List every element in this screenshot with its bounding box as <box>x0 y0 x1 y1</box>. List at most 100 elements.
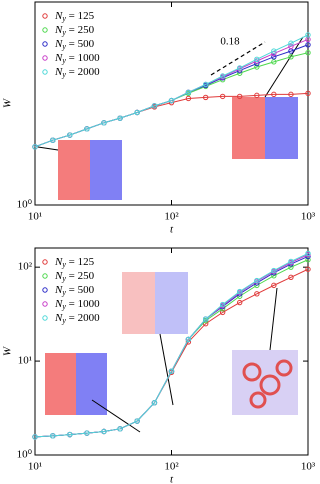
inset-red <box>122 272 155 334</box>
legend-marker <box>42 301 48 307</box>
x-axis-label: t <box>170 224 174 236</box>
series-line <box>34 34 309 148</box>
y-tick-label: 10¹ <box>18 355 32 367</box>
inset-red <box>232 97 265 159</box>
data-point <box>305 90 311 97</box>
y-axis-label: W <box>2 346 14 356</box>
data-point <box>305 32 311 38</box>
data-point <box>50 433 56 439</box>
inset-mixed <box>232 350 298 415</box>
legend-label: Ny = 2000 <box>54 66 100 79</box>
data-point <box>305 266 311 272</box>
data-point <box>271 282 277 289</box>
insets <box>37 36 304 433</box>
arrow <box>159 333 174 406</box>
data-point <box>202 94 209 101</box>
data-point <box>237 65 243 71</box>
data-point <box>32 434 38 440</box>
data-point <box>84 126 90 132</box>
x-axis-label: t <box>170 474 174 484</box>
data-point <box>305 250 311 257</box>
legend-label: Ny = 125 <box>54 10 95 23</box>
x-tick-label: 10² <box>164 211 179 223</box>
x-tick-label: 10² <box>164 461 179 473</box>
legend-marker <box>42 41 48 47</box>
data-point <box>288 40 294 46</box>
data-point <box>237 288 243 295</box>
data-point <box>237 299 243 306</box>
legend-marker <box>42 55 48 61</box>
slope-label: 0.18 <box>220 36 240 48</box>
data-point <box>288 258 294 265</box>
data-point <box>305 42 311 48</box>
data-point <box>288 91 294 98</box>
data-point <box>254 277 260 284</box>
data-point <box>305 50 311 56</box>
data-point <box>134 418 140 424</box>
data-point <box>168 97 175 104</box>
legend-label: Ny = 2000 <box>54 312 100 325</box>
data-point <box>271 54 277 60</box>
x-tick-label: 10³ <box>301 211 316 223</box>
data-point <box>50 137 56 143</box>
data-point <box>271 59 277 65</box>
data-point <box>305 257 311 263</box>
legend-marker <box>42 273 48 279</box>
data-point <box>32 144 38 150</box>
data-point <box>151 400 158 406</box>
y-tick-label: 10² <box>18 261 33 273</box>
data-point <box>288 54 294 60</box>
legend-label: Ny = 1000 <box>54 52 100 65</box>
legend-marker <box>42 315 48 321</box>
data-point <box>185 336 192 343</box>
data-point <box>271 48 277 54</box>
data-point <box>151 103 158 109</box>
x-tick-label: 10¹ <box>28 461 42 473</box>
legend-label: Ny = 1000 <box>54 298 100 311</box>
data-point <box>117 115 123 121</box>
data-point <box>288 43 294 50</box>
data-point <box>202 81 209 88</box>
slope-guide <box>210 41 266 76</box>
data-point <box>305 253 311 260</box>
legend-label: Ny = 250 <box>54 270 95 283</box>
data-point <box>101 428 107 435</box>
legend-label: Ny = 250 <box>54 24 95 37</box>
inset-blue <box>76 353 107 415</box>
data-point <box>117 426 123 432</box>
data-point <box>219 93 226 100</box>
data-point <box>67 431 73 438</box>
inset-blue <box>155 272 188 334</box>
data-point <box>271 91 277 98</box>
legend-marker <box>42 287 48 293</box>
legend-marker <box>42 259 48 265</box>
y-axis-label: W <box>2 98 14 108</box>
arrow <box>264 36 304 98</box>
data-point <box>219 301 226 308</box>
data-point <box>254 291 260 297</box>
legend-marker <box>42 13 48 19</box>
inset-domains <box>242 359 293 409</box>
legend-marker <box>42 69 48 75</box>
data-point <box>254 64 260 70</box>
inset-blue <box>265 97 298 159</box>
y-tick-label: 10⁰ <box>17 199 33 211</box>
data-point <box>101 120 107 126</box>
legend-marker <box>42 27 48 33</box>
data-point <box>254 56 260 63</box>
inset-red <box>45 353 76 415</box>
data-point <box>219 309 226 316</box>
arrow <box>269 287 278 351</box>
data-point <box>67 132 73 138</box>
data-point <box>237 93 243 100</box>
legend-label: Ny = 125 <box>54 256 95 269</box>
data-point <box>254 92 260 99</box>
series-line <box>34 252 309 438</box>
x-tick-label: 10³ <box>301 461 316 473</box>
inset-blue <box>90 140 122 200</box>
x-tick-label: 10¹ <box>28 211 42 223</box>
data-point <box>168 368 175 374</box>
legend-label: Ny = 500 <box>54 284 95 297</box>
inset-red <box>58 140 90 200</box>
